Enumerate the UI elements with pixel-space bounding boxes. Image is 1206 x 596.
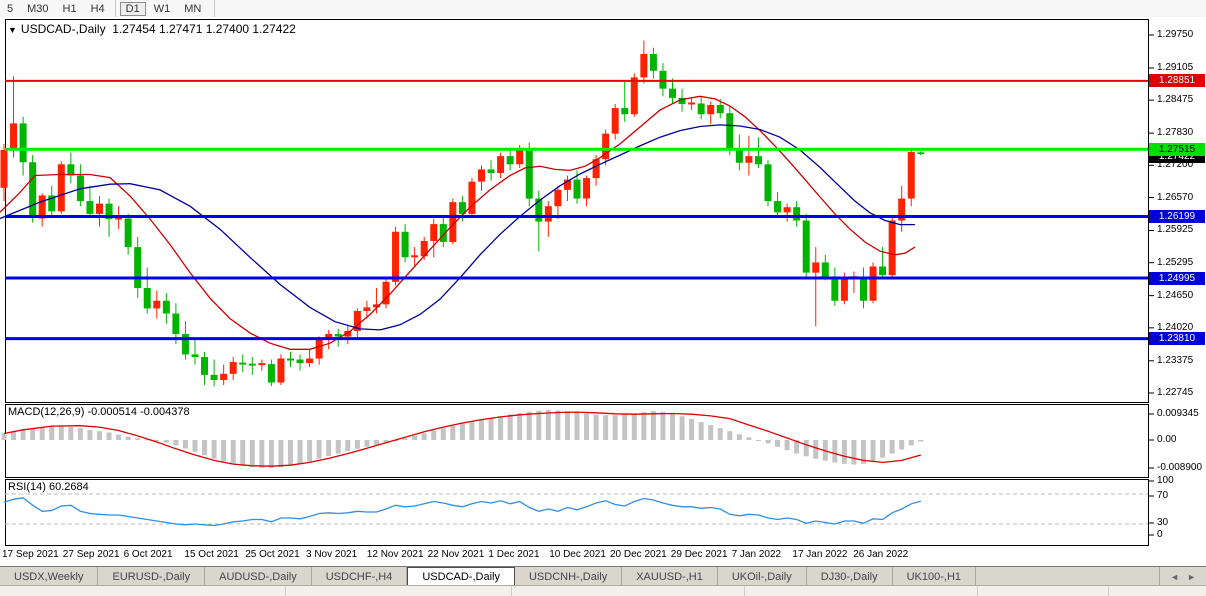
macd-tick: 0.00 — [1157, 434, 1177, 445]
price-tick: 1.25925 — [1157, 224, 1194, 236]
chart-tab-usdcad--daily[interactable]: USDCAD-,Daily — [407, 567, 515, 586]
date-tick: 20 Dec 2021 — [610, 549, 667, 560]
chart-tab-xauusd--h1[interactable]: XAUUSD-,H1 — [622, 567, 718, 586]
date-tick: 17 Sep 2021 — [2, 549, 59, 560]
price-tick: 1.29105 — [1157, 61, 1194, 73]
chart-tab-dj30--daily[interactable]: DJ30-,Daily — [807, 567, 893, 586]
price-tick: 1.27200 — [1157, 159, 1194, 171]
price-badge-1.24995: 1.24995 — [1149, 271, 1205, 285]
date-tick: 29 Dec 2021 — [670, 549, 728, 560]
timeframe-button-w1[interactable]: W1 — [153, 2, 171, 15]
rsi-tick: 100 — [1157, 475, 1174, 486]
symbol-tabbar: USDX,Weekly EURUSD-,Daily AUDUSD-,Daily USD… — [0, 566, 1206, 586]
date-tick: 10 Dec 2021 — [549, 549, 606, 560]
timeframe-button-5[interactable]: 5 — [7, 2, 14, 15]
price-tick: 1.26570 — [1157, 191, 1194, 203]
date-tick: 1 Dec 2021 — [488, 549, 540, 560]
macd-pane[interactable] — [5, 404, 1149, 478]
macd-label: MACD(12,26,9) -0.000514 -0.004378 — [8, 406, 190, 418]
timeframe-button-m30[interactable]: M30 — [27, 2, 49, 15]
tab-scroll-left-icon[interactable]: ◄ — [1170, 571, 1180, 582]
tab-scroll-right-icon[interactable]: ► — [1187, 571, 1196, 582]
price-tick: 1.25295 — [1157, 256, 1194, 268]
price-tick: 1.24650 — [1157, 289, 1194, 301]
chart-quote-line: 1.27454 1.27471 1.27400 1.27422 — [112, 22, 296, 36]
rsi-tick: 0 — [1157, 529, 1163, 540]
status-cell — [745, 586, 978, 596]
timeframe-toolbar: 5 M30 H1 H4 D1 W1 MN — [0, 0, 1206, 18]
price-badge-1.28851: 1.28851 — [1149, 74, 1205, 88]
date-tick: 22 Nov 2021 — [427, 549, 485, 560]
macd-histogram — [1, 410, 924, 468]
rsi-label: RSI(14) 60.2684 — [8, 481, 89, 493]
price-badge-1.26199: 1.26199 — [1149, 209, 1205, 223]
status-cell — [978, 586, 1109, 596]
price-tick: 1.29750 — [1157, 29, 1194, 40]
chart-tab-usdcnh--daily[interactable]: USDCNH-,Daily — [515, 567, 623, 586]
date-tick: 7 Jan 2022 — [731, 549, 782, 560]
timeframe-button-mn[interactable]: MN — [184, 2, 202, 15]
price-badge-1.27515: 1.27515 — [1149, 142, 1205, 156]
date-tick: 3 Nov 2021 — [306, 549, 358, 560]
price-tick: 1.22745 — [1157, 386, 1194, 398]
price-badge-1.23810: 1.23810 — [1149, 332, 1205, 346]
date-tick: 6 Oct 2021 — [123, 549, 173, 560]
main-pane[interactable] — [5, 19, 1149, 403]
timeframe-button-d1[interactable]: D1 — [119, 1, 146, 16]
macd-tick: 0.009345 — [1157, 408, 1199, 419]
chart-tab-usdx-weekly[interactable]: USDX,Weekly — [0, 567, 99, 586]
timeframe-button-h1[interactable]: H1 — [62, 2, 77, 15]
price-tick: 1.23375 — [1157, 354, 1194, 366]
status-bar — [0, 585, 1206, 596]
toolbar-separator — [114, 0, 116, 17]
chevron-down-icon[interactable]: ▼ — [8, 25, 17, 35]
date-tick: 26 Jan 2022 — [853, 549, 909, 560]
chart-tab-eurusd--daily[interactable]: EURUSD-,Daily — [98, 567, 206, 586]
status-cell — [286, 586, 512, 596]
chart-tab-ukoil--daily[interactable]: UKOil-,Daily — [718, 567, 807, 586]
date-tick: 15 Oct 2021 — [184, 549, 239, 560]
date-tick: 25 Oct 2021 — [245, 549, 300, 560]
chart-tab-audusd--daily[interactable]: AUDUSD-,Daily — [205, 567, 312, 586]
macd-signal-line — [3, 411, 921, 467]
rsi-pane[interactable] — [5, 479, 1149, 546]
chart-title: ▼ USDCAD-,Daily 1.27454 1.27471 1.27400 1… — [8, 22, 296, 36]
chart-tab-uk100--h1[interactable]: UK100-,H1 — [893, 567, 977, 586]
tab-scroll-arrows: ◄ ► — [1159, 567, 1206, 586]
rsi-line — [3, 497, 921, 527]
price-tick: 1.27830 — [1157, 127, 1194, 139]
date-tick: 17 Jan 2022 — [792, 549, 848, 560]
chart-symbol-label: USDCAD-,Daily — [20, 22, 106, 36]
ma-fast-red — [0, 95, 916, 350]
rsi-tick: 70 — [1157, 490, 1169, 501]
ma-slow-blue — [0, 124, 915, 331]
chart-tab-usdchf--h4[interactable]: USDCHF-,H4 — [312, 567, 408, 586]
price-tick: 1.28475 — [1157, 94, 1194, 106]
rsi-tick: 30 — [1157, 517, 1169, 528]
status-cell — [512, 586, 745, 596]
macd-tick: -0.008900 — [1157, 462, 1203, 473]
timeframe-button-h4[interactable]: H4 — [90, 2, 105, 15]
date-tick: 27 Sep 2021 — [62, 549, 120, 560]
price-tick: 1.24020 — [1157, 321, 1194, 333]
status-cell — [0, 586, 286, 596]
toolbar-separator — [214, 0, 216, 17]
date-tick: 12 Nov 2021 — [366, 549, 424, 560]
